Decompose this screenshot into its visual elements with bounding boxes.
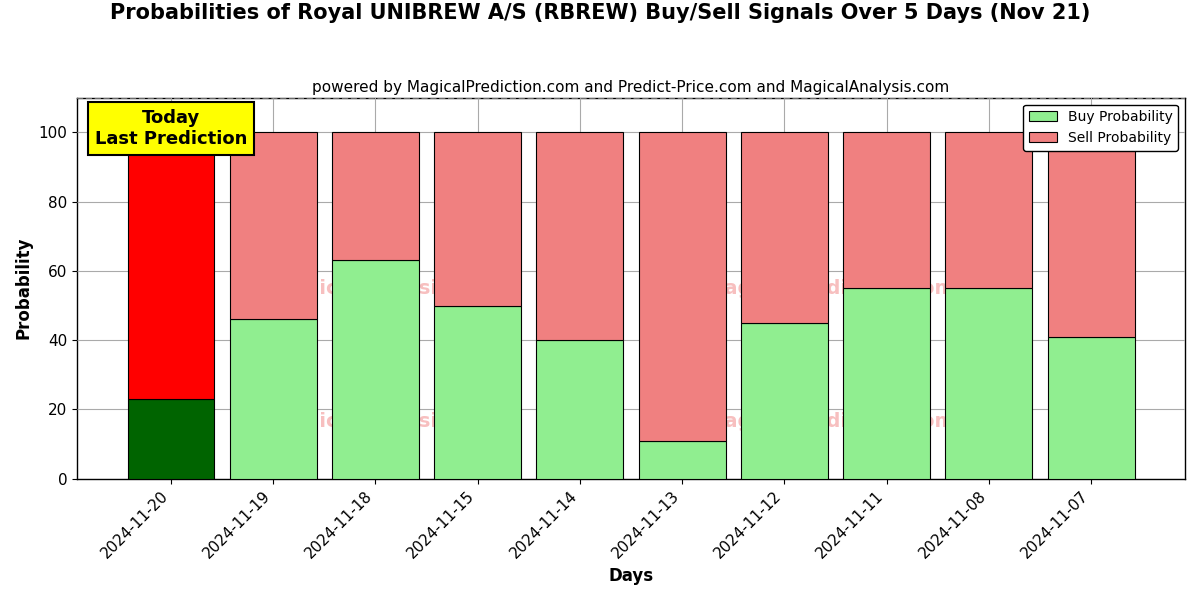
- Bar: [844, 288, 930, 479]
- Bar: [946, 132, 1032, 288]
- Bar: [127, 399, 215, 479]
- Text: MagicalAnalysis.com: MagicalAnalysis.com: [274, 412, 502, 431]
- Bar: [229, 319, 317, 479]
- Bar: [1048, 132, 1135, 337]
- Title: powered by MagicalPrediction.com and Predict-Price.com and MagicalAnalysis.com: powered by MagicalPrediction.com and Pre…: [312, 80, 949, 95]
- Bar: [740, 132, 828, 323]
- Text: Today
Last Prediction: Today Last Prediction: [95, 109, 247, 148]
- Bar: [740, 323, 828, 479]
- Bar: [229, 132, 317, 319]
- X-axis label: Days: Days: [608, 567, 654, 585]
- Bar: [434, 305, 521, 479]
- Text: MagicalAnalysis.com: MagicalAnalysis.com: [274, 278, 502, 298]
- Text: MagicalPrediction.com: MagicalPrediction.com: [706, 412, 955, 431]
- Bar: [434, 132, 521, 305]
- Bar: [127, 132, 215, 399]
- Y-axis label: Probability: Probability: [14, 237, 32, 340]
- Bar: [946, 288, 1032, 479]
- Text: MagicalPrediction.com: MagicalPrediction.com: [706, 278, 955, 298]
- Bar: [536, 340, 624, 479]
- Bar: [1048, 337, 1135, 479]
- Bar: [638, 440, 726, 479]
- Bar: [536, 132, 624, 340]
- Legend: Buy Probability, Sell Probability: Buy Probability, Sell Probability: [1024, 104, 1178, 151]
- Bar: [844, 132, 930, 288]
- Bar: [638, 132, 726, 440]
- Bar: [332, 132, 419, 260]
- Text: Probabilities of Royal UNIBREW A/S (RBREW) Buy/Sell Signals Over 5 Days (Nov 21): Probabilities of Royal UNIBREW A/S (RBRE…: [110, 3, 1090, 23]
- Bar: [332, 260, 419, 479]
